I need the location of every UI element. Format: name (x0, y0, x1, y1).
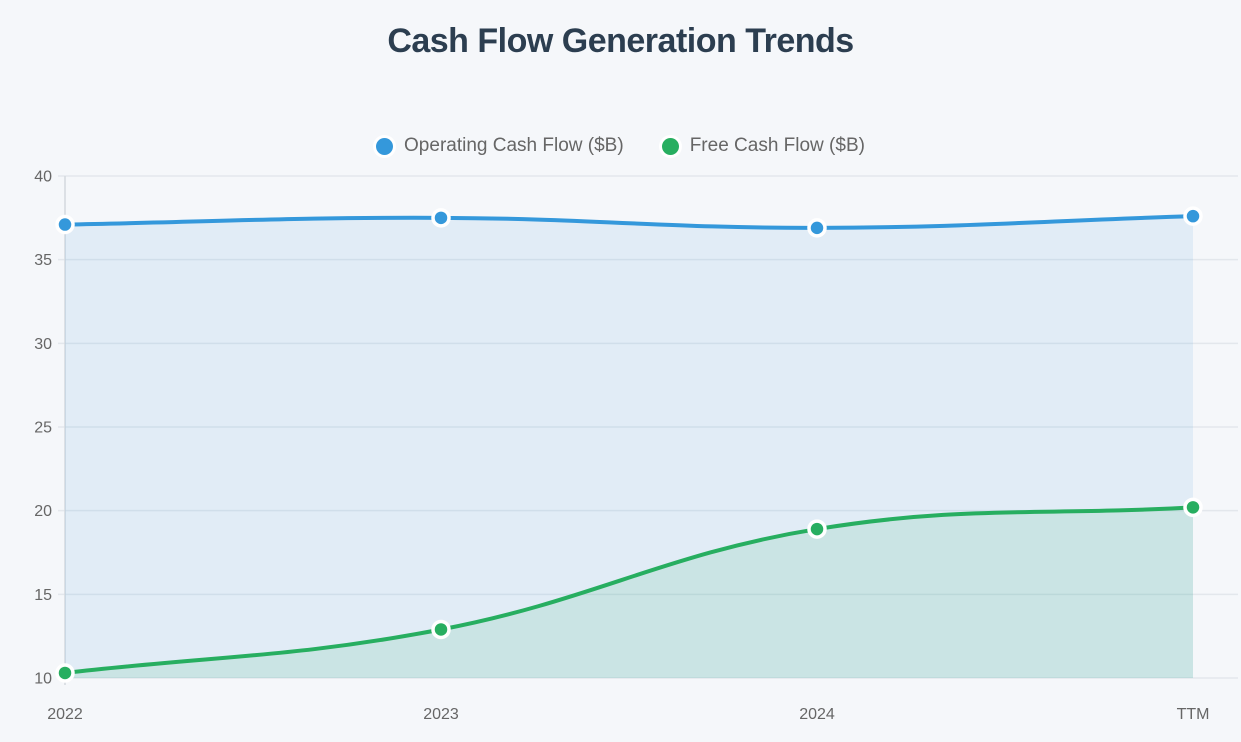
y-axis-label: 25 (34, 420, 52, 437)
data-point[interactable] (55, 214, 75, 235)
x-axis-label: TTM (1177, 706, 1210, 723)
data-point[interactable] (807, 218, 827, 238)
data-point[interactable] (807, 519, 827, 539)
legend-label-operating: Operating Cash Flow ($B) (404, 135, 624, 156)
legend-dot-free-icon (661, 137, 679, 155)
area-fill-0 (65, 216, 1193, 678)
chart-title: Cash Flow Generation Trends (387, 22, 854, 60)
y-axis-label: 30 (34, 336, 52, 353)
area-fill-1 (65, 507, 1193, 678)
legend: Operating Cash Flow ($B) Free Cash Flow … (0, 135, 1241, 157)
y-axis-label: 20 (34, 503, 52, 520)
legend-label-free: Free Cash Flow ($B) (689, 135, 865, 156)
y-axis-label: 35 (34, 252, 52, 269)
y-axis-label: 10 (34, 671, 52, 688)
y-axis-label: 15 (34, 587, 52, 604)
x-axis-label: 2024 (799, 706, 835, 723)
y-axis-label: 40 (34, 169, 52, 186)
data-point[interactable] (431, 619, 451, 640)
data-point[interactable] (1183, 206, 1203, 226)
series-line-0 (63, 214, 1195, 230)
x-axis-label: 2023 (423, 706, 459, 723)
data-point[interactable] (1183, 497, 1203, 518)
series-line-1 (63, 505, 1195, 675)
data-point[interactable] (55, 663, 75, 683)
x-axis-label: 2022 (47, 706, 83, 723)
data-point[interactable] (431, 208, 451, 228)
legend-item-free-cash-flow[interactable]: Free Cash Flow ($B) (661, 135, 865, 157)
legend-item-operating-cash-flow[interactable]: Operating Cash Flow ($B) (376, 135, 624, 157)
legend-dot-operating-icon (376, 137, 394, 155)
